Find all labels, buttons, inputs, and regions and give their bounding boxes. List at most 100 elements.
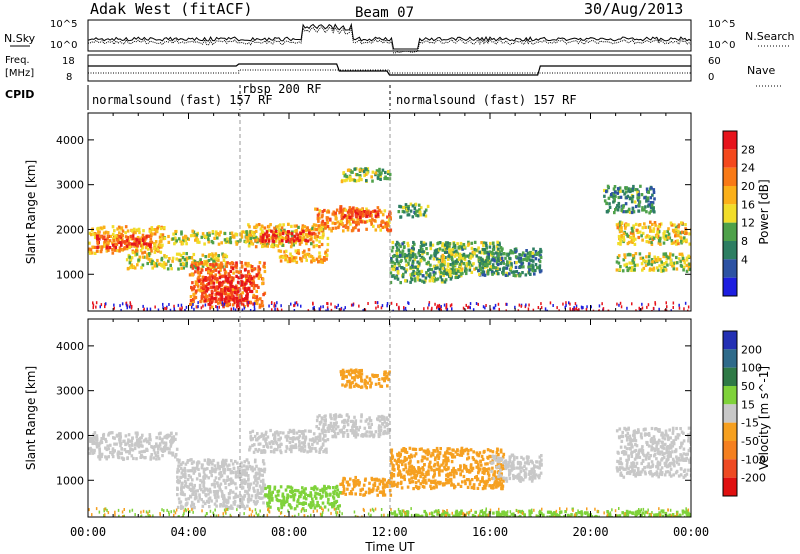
heatmap-cell	[316, 234, 319, 239]
heatmap-cell	[213, 297, 217, 301]
heatmap-cell	[184, 235, 188, 239]
heatmap-cell	[368, 434, 371, 438]
heatmap-cell	[430, 276, 434, 280]
heatmap-cell	[312, 440, 316, 444]
heatmap-cell	[247, 500, 250, 504]
heatmap-cell	[177, 237, 181, 241]
heatmap-cell	[670, 261, 674, 266]
heatmap-cell	[647, 259, 651, 263]
heatmap-cell	[349, 222, 352, 226]
heatmap-cell	[261, 230, 265, 235]
heatmap-cell	[475, 451, 478, 455]
heatmap-cell	[98, 447, 101, 451]
heatmap-cell	[413, 258, 416, 262]
heatmap-cell	[131, 251, 135, 255]
heatmap-cell	[406, 485, 410, 489]
heatmap-cell	[189, 295, 193, 299]
heatmap-cell	[208, 293, 211, 297]
heatmap-cell	[318, 209, 322, 213]
heatmap-cell	[628, 197, 632, 201]
ground-scatter-cell	[294, 301, 296, 305]
heatmap-cell	[395, 251, 399, 255]
heatmap-cell	[247, 287, 250, 291]
heatmap-cell	[161, 449, 165, 453]
heatmap-cell	[145, 256, 149, 260]
heatmap-cell	[294, 256, 298, 260]
heatmap-cell	[207, 258, 211, 263]
heatmap-cell	[627, 223, 630, 227]
heatmap-cell	[157, 245, 161, 250]
heatmap-cell	[393, 276, 397, 280]
heatmap-cell	[365, 207, 368, 211]
heatmap-cell	[200, 463, 204, 467]
heatmap-cell	[649, 201, 653, 205]
heatmap-cell	[152, 262, 156, 266]
heatmap-cell	[321, 258, 324, 262]
heatmap-cell	[415, 265, 418, 269]
heatmap-cell	[128, 439, 132, 443]
heatmap-cell	[345, 429, 349, 433]
heatmap-cell	[287, 240, 291, 244]
heatmap-cell	[210, 499, 213, 503]
heatmap-cell	[144, 246, 148, 250]
heatmap-cell	[226, 500, 230, 504]
heatmap-cell	[196, 267, 200, 271]
heatmap-cell	[351, 429, 355, 433]
heatmap-cell	[244, 298, 247, 303]
heatmap-cell	[365, 227, 368, 231]
heatmap-cell	[255, 289, 258, 293]
heatmap-cell	[464, 482, 467, 486]
heatmap-cell	[209, 281, 213, 285]
heatmap-cell	[111, 431, 114, 435]
heatmap-cell	[224, 486, 228, 490]
freq-label-line2: [MHz]	[5, 68, 34, 79]
heatmap-cell	[236, 504, 240, 508]
heatmap-cell	[613, 211, 616, 215]
heatmap-cell	[449, 263, 453, 267]
heatmap-cell	[617, 242, 620, 246]
heatmap-cell	[197, 499, 200, 503]
ground-scatter-cell	[647, 303, 650, 307]
heatmap-cell	[128, 450, 132, 454]
ground-scatter-cell	[162, 302, 164, 306]
heatmap-cell	[499, 261, 502, 266]
heatmap-cell	[394, 243, 398, 247]
heatmap-cell	[349, 215, 352, 220]
heatmap-cell	[436, 277, 440, 281]
heatmap-cell	[286, 238, 290, 242]
heatmap-cell	[340, 373, 343, 377]
heatmap-cell	[207, 476, 210, 480]
heatmap-cell	[150, 453, 153, 457]
heatmap-cell	[101, 245, 104, 249]
heatmap-cell	[143, 250, 147, 254]
heatmap-cell	[201, 295, 204, 299]
heatmap-cell	[191, 502, 194, 506]
heatmap-cell	[477, 256, 481, 260]
heatmap-cell	[248, 446, 252, 450]
heatmap-cell	[457, 258, 461, 262]
heatmap-cell	[401, 209, 405, 214]
heatmap-cell	[214, 252, 218, 256]
heatmap-cell	[195, 289, 198, 293]
heatmap-cell	[123, 246, 127, 250]
heatmap-cell	[502, 272, 505, 276]
heatmap-cell	[372, 224, 375, 228]
heatmap-cell	[448, 451, 451, 455]
heatmap-cell	[160, 258, 163, 262]
heatmap-cell	[402, 206, 405, 210]
heatmap-cell	[319, 258, 323, 262]
heatmap-cell	[318, 235, 322, 240]
heatmap-cell	[117, 225, 121, 229]
heatmap-cell	[210, 474, 213, 478]
ground-scatter-cell	[313, 309, 316, 311]
heatmap-cell	[395, 240, 399, 244]
heatmap-cell	[517, 259, 521, 263]
heatmap-cell	[284, 449, 288, 453]
heatmap-cell	[150, 262, 153, 266]
heatmap-cell	[448, 246, 451, 250]
heatmap-cell	[496, 242, 500, 246]
heatmap-cell	[260, 300, 264, 304]
heatmap-cell	[679, 263, 683, 267]
heatmap-cell	[210, 466, 214, 470]
heatmap-cell	[279, 449, 282, 453]
